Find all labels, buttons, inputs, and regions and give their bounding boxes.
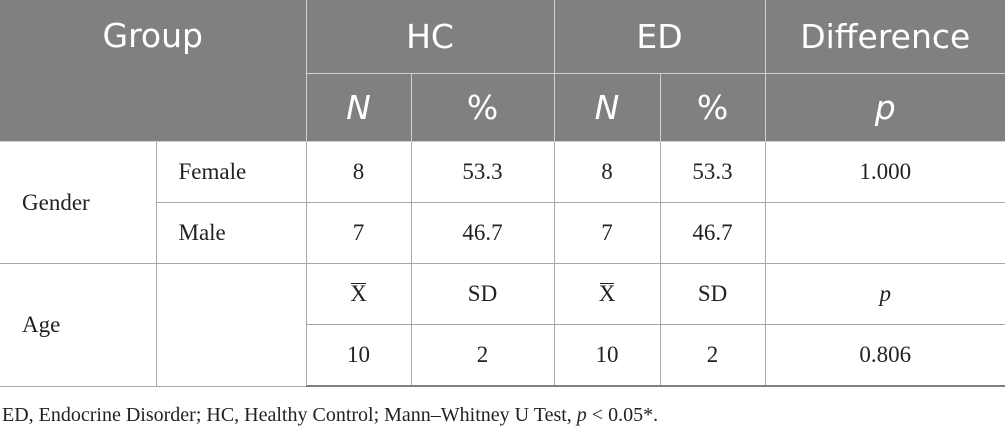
footnote-text: ED, Endocrine Disorder; HC, Healthy Cont… — [2, 404, 577, 426]
header-hc-n: N — [306, 73, 412, 142]
age-hc-mean-header: X — [305, 263, 412, 325]
header-difference: Difference — [764, 0, 1005, 74]
statistics-table: Group HC ED Difference N % N % p Gender … — [0, 0, 1005, 387]
table-footnote: ED, Endocrine Disorder; HC, Healthy Cont… — [2, 404, 658, 427]
male-p-value — [764, 202, 1005, 264]
age-label: Age — [0, 263, 157, 387]
age-ed-mean-header: X — [553, 263, 661, 325]
female-label: Female — [155, 141, 307, 203]
age-hc-sd: 2 — [410, 324, 555, 387]
female-hc-n: 8 — [305, 141, 412, 203]
table-row: Age X SD X SD p — [0, 263, 1005, 387]
age-ed-sd-header: SD — [659, 263, 766, 325]
gender-label: Gender — [0, 141, 157, 264]
male-ed-n: 7 — [553, 202, 661, 264]
male-label: Male — [156, 202, 307, 264]
header-group: Group — [0, 0, 307, 142]
mean-symbol: X — [350, 281, 367, 306]
header-row-1: Group HC ED Difference — [0, 0, 1005, 142]
header-row-2: N % N % p — [0, 73, 1005, 142]
header-hc: HC — [305, 0, 555, 74]
male-hc-n: 7 — [305, 202, 412, 264]
mean-symbol: X — [598, 281, 616, 306]
male-hc-pct: 46.7 — [410, 202, 555, 264]
female-hc-pct: 53.3 — [410, 141, 555, 203]
age-hc-mean: 10 — [306, 324, 412, 387]
header-ed: ED — [553, 0, 766, 74]
age-ed-sd: 2 — [659, 324, 766, 387]
header-ed-n: N — [553, 73, 661, 142]
gender-p-value: 1.000 — [764, 141, 1005, 203]
age-hc-sd-header: SD — [410, 263, 555, 325]
footnote-p: p — [576, 404, 587, 426]
female-ed-pct: 53.3 — [659, 141, 766, 203]
header-ed-pct: % — [659, 73, 766, 142]
table-row: 10 2 10 2 0.806 — [0, 324, 1005, 387]
table-row: Male 7 46.7 7 46.7 — [0, 202, 1005, 264]
table-row: Gender Female 8 53.3 8 53.3 1.000 — [0, 141, 1005, 264]
age-ed-mean: 10 — [553, 324, 661, 387]
header-p: p — [764, 73, 1005, 142]
header-hc-pct: % — [410, 73, 555, 142]
age-p-value: 0.806 — [764, 324, 1005, 387]
age-empty-cell — [155, 263, 307, 387]
female-ed-n: 8 — [553, 141, 661, 203]
male-ed-pct: 46.7 — [659, 202, 766, 264]
footnote-threshold: < 0.05*. — [586, 404, 659, 426]
age-p-header: p — [764, 263, 1005, 325]
